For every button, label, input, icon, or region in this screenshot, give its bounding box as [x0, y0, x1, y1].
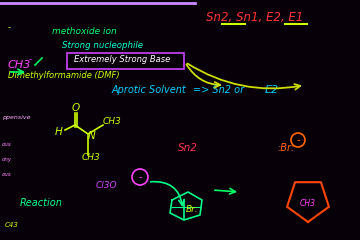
Text: Br:: Br:: [186, 205, 199, 215]
Text: -: -: [296, 135, 300, 145]
Text: Reaction: Reaction: [20, 198, 63, 208]
Text: Extremely Strong Base: Extremely Strong Base: [74, 55, 170, 65]
Text: Sn2, Sn1, E2, E1: Sn2, Sn1, E2, E1: [206, 12, 303, 24]
Text: CH3: CH3: [8, 60, 31, 70]
Text: CH3: CH3: [300, 199, 316, 209]
Text: O: O: [72, 103, 80, 113]
Text: -: -: [138, 172, 142, 182]
Text: CH3: CH3: [82, 154, 101, 162]
Text: => Sn2 or: => Sn2 or: [193, 85, 244, 95]
Text: Strong nucleophile: Strong nucleophile: [62, 42, 143, 50]
Text: Dimethylformamide (DMF): Dimethylformamide (DMF): [8, 71, 120, 79]
Text: methoxide ion: methoxide ion: [52, 28, 117, 36]
Text: ony: ony: [2, 157, 12, 162]
Text: ppensive: ppensive: [2, 115, 31, 120]
Text: Cl3O: Cl3O: [96, 180, 118, 190]
Text: ous: ous: [2, 143, 12, 148]
Text: :Br:: :Br:: [278, 143, 295, 153]
Text: Sn2: Sn2: [178, 143, 198, 153]
Text: H: H: [55, 127, 63, 137]
Text: C43: C43: [5, 222, 19, 228]
Text: E2: E2: [265, 85, 279, 95]
Text: Aprotic Solvent: Aprotic Solvent: [112, 85, 187, 95]
Text: N: N: [88, 131, 96, 141]
Text: -: -: [29, 55, 32, 65]
Text: ous: ous: [2, 173, 12, 178]
Text: CH3: CH3: [103, 118, 122, 126]
Text: -: -: [8, 24, 11, 32]
Bar: [67, 53, 184, 69]
